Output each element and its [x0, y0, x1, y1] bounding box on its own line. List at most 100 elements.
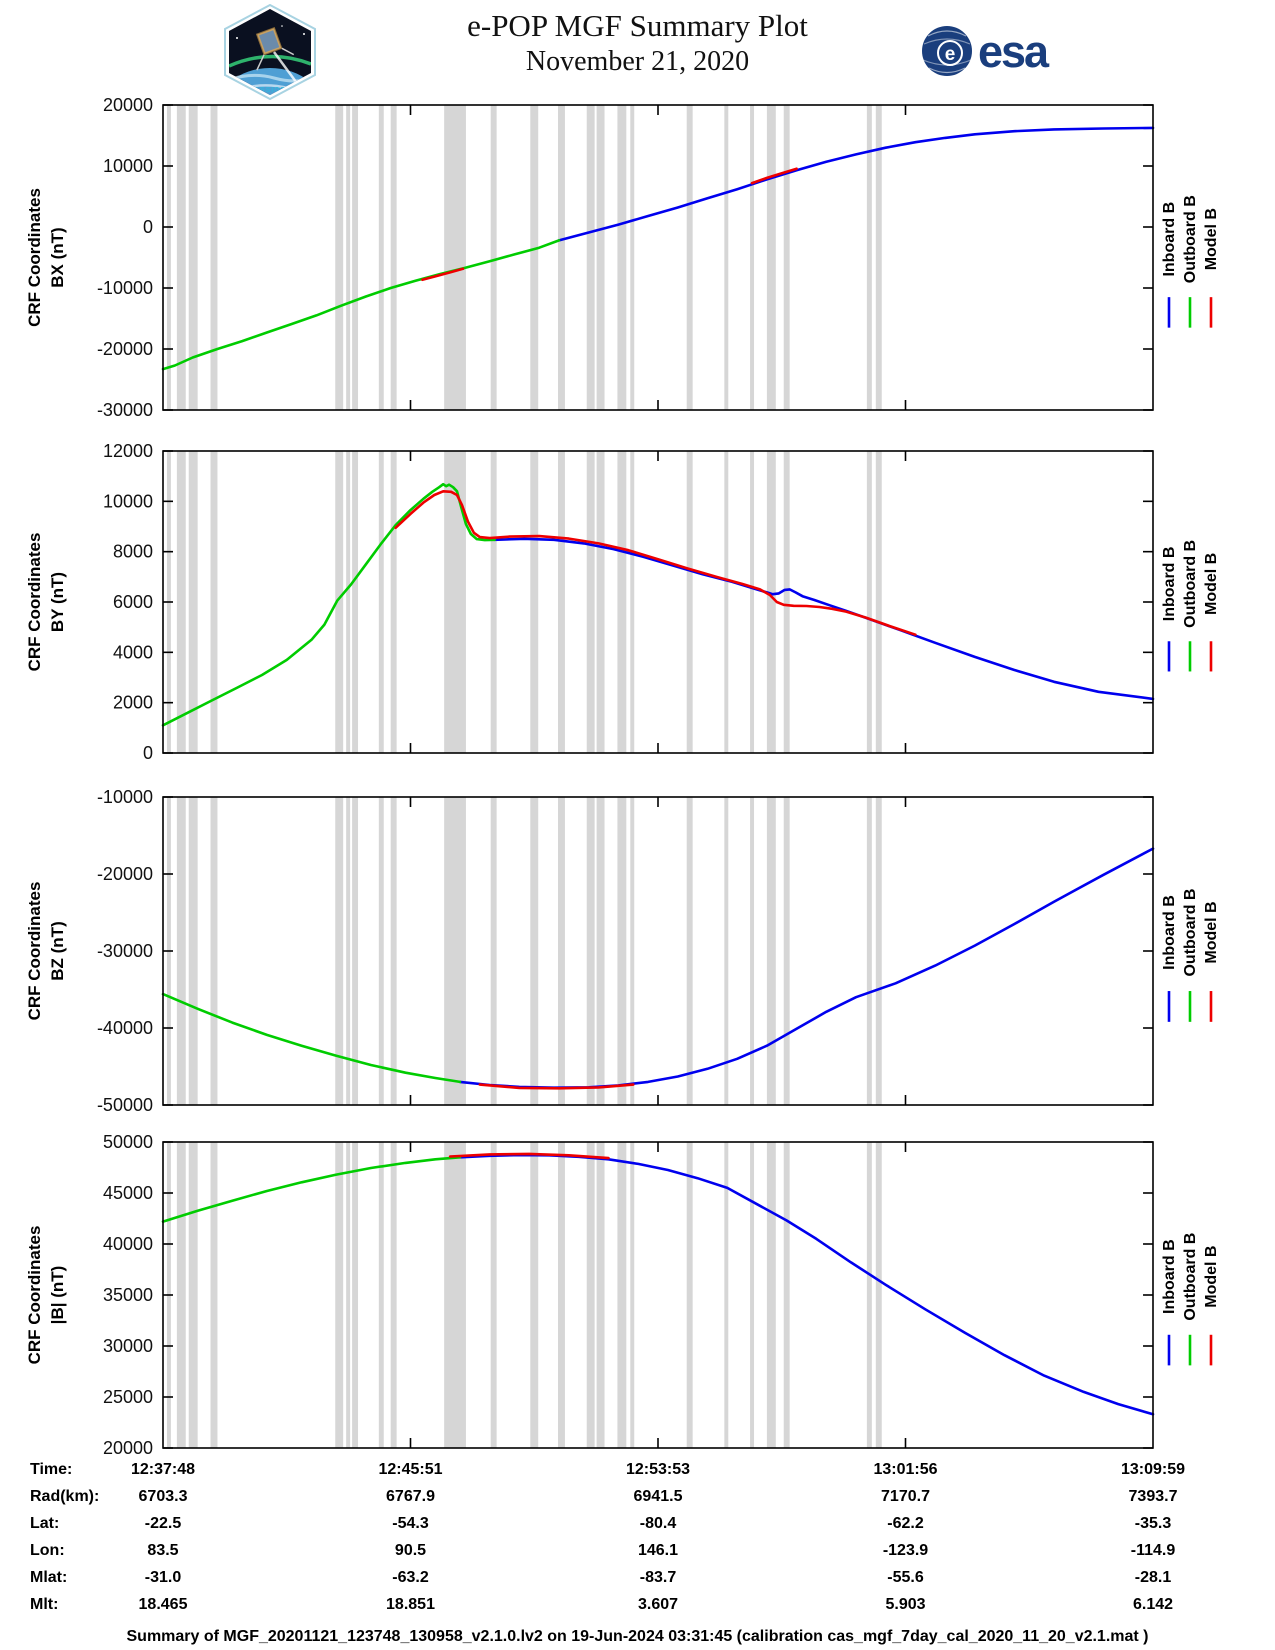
- y-tick-label: 8000: [113, 542, 153, 562]
- series-outboard-line: [161, 482, 497, 727]
- data-gap-band: [444, 797, 466, 1105]
- panel-bmag: 50000 45000 40000 35000 30000 25000 20000 CRF C…: [25, 1132, 1220, 1458]
- data-gap-band: [530, 451, 539, 753]
- y-tick-label: -30000: [97, 400, 153, 420]
- data-gap-band: [390, 1142, 397, 1448]
- legend-label-outboard: Outboard B: [1182, 889, 1199, 977]
- data-gap-band: [586, 451, 595, 753]
- data-gap-band: [335, 451, 344, 753]
- panel-bx: 20000 10000 0 -10000 -20000 -30000 CRF Coordin…: [25, 95, 1220, 420]
- y-tick-label: 45000: [103, 1183, 153, 1203]
- data-gap-band: [750, 105, 755, 410]
- data-gap-band: [617, 105, 627, 410]
- data-gap-band: [586, 797, 595, 1105]
- patch-mission-name: CASSIOPE: [248, 87, 292, 94]
- data-gap-band: [335, 105, 344, 410]
- ephemeris-row-label: Mlt:: [30, 1596, 59, 1613]
- data-gap-band: [352, 797, 359, 1105]
- data-gap-band: [596, 797, 605, 1105]
- ephemeris-cell: 7170.7: [881, 1488, 930, 1505]
- data-gap-band: [166, 105, 171, 410]
- y-tick-label: 4000: [113, 642, 153, 662]
- panel-frame: [162, 1141, 1154, 1449]
- ephemeris-row-label: Lon:: [30, 1542, 65, 1559]
- y-tick-label: 0: [143, 217, 153, 237]
- data-gap-band: [617, 797, 627, 1105]
- data-gap-band: [783, 1142, 790, 1448]
- data-gap-band: [444, 451, 466, 753]
- ephemeris-cell: -62.2: [887, 1515, 924, 1532]
- y-tick-label: -50000: [97, 1095, 153, 1115]
- summary-plot-canvas: 20000 10000 0 -10000 -20000 -30000 CRF Coordin…: [25, 95, 1220, 1458]
- data-gap-band: [352, 1142, 359, 1448]
- y-tick-label: 10000: [103, 156, 153, 176]
- data-gap-band: [378, 105, 384, 410]
- data-gap-band: [783, 451, 790, 753]
- y-tick-label: 20000: [103, 95, 153, 115]
- y-axis-label-line1: CRF Coordinates: [25, 882, 44, 1021]
- data-gap-band: [750, 797, 755, 1105]
- data-gap-band: [558, 797, 565, 1105]
- data-gap-band: [686, 105, 693, 410]
- y-tick-label: -10000: [97, 787, 153, 807]
- y-tick-label: 20000: [103, 1438, 153, 1458]
- ephemeris-row-label: Lat:: [30, 1515, 60, 1532]
- series-inboard-line: [493, 537, 1155, 701]
- ephemeris-cell: 12:37:48: [130, 1461, 196, 1478]
- data-gap-band: [176, 451, 186, 753]
- data-gap-band: [596, 1142, 605, 1448]
- y-tick-label: 35000: [103, 1285, 153, 1305]
- data-gap-band: [558, 105, 565, 410]
- data-gap-band: [866, 1142, 872, 1448]
- ephemeris-cell: 5.903: [885, 1596, 926, 1613]
- y-tick-label: -20000: [97, 864, 153, 884]
- data-gap-band: [176, 1142, 186, 1448]
- data-gap-band: [378, 451, 384, 753]
- data-gap-band: [630, 1142, 635, 1448]
- data-gap-band: [558, 451, 565, 753]
- y-tick-label: 0: [143, 743, 153, 763]
- data-gap-band: [335, 797, 344, 1105]
- data-gap-band: [210, 451, 218, 753]
- data-gap-band: [596, 451, 605, 753]
- data-gap-band: [176, 797, 186, 1105]
- data-gap-band: [352, 451, 359, 753]
- ephemeris-cell: -114.9: [1130, 1542, 1176, 1559]
- ephemeris-cell: 18.465: [138, 1596, 188, 1613]
- data-gap-band: [378, 797, 384, 1105]
- data-gap-band: [378, 1142, 384, 1448]
- legend-label-outboard: Outboard B: [1182, 195, 1199, 283]
- data-gap-band: [630, 797, 635, 1105]
- legend-label-outboard: Outboard B: [1182, 1233, 1199, 1321]
- data-gap-band: [210, 105, 218, 410]
- data-gap-band: [346, 451, 351, 753]
- ephemeris-cell: 6.142: [1132, 1596, 1174, 1613]
- legend-label-inboard: Inboard B: [1161, 202, 1178, 277]
- series-model-line: [394, 489, 917, 637]
- data-gap-band: [352, 105, 359, 410]
- y-tick-label: 10000: [103, 491, 153, 511]
- legend-label-model: Model B: [1203, 1246, 1220, 1308]
- data-gap-band: [210, 1142, 218, 1448]
- patch-aurora: [229, 54, 311, 68]
- ephemeris-cell: -63.2: [392, 1569, 429, 1586]
- data-gap-band: [346, 105, 351, 410]
- ephemeris-row-label: Time:: [30, 1461, 73, 1478]
- data-gap-band: [866, 451, 872, 753]
- esa-logo: e esa: [922, 26, 1052, 77]
- ephemeris-cell: 12:45:51: [378, 1461, 443, 1478]
- data-gap-band: [188, 451, 198, 753]
- data-gap-band: [490, 797, 497, 1105]
- data-gap-band: [686, 797, 693, 1105]
- y-tick-label: 30000: [103, 1336, 153, 1356]
- ephemeris-cell: 90.5: [394, 1542, 427, 1559]
- legend-label-outboard: Outboard B: [1182, 540, 1199, 628]
- panel-bz: -10000 -20000 -30000 -40000 -50000 CRF Coordi…: [25, 787, 1220, 1115]
- ephemeris-row-label: Rad(km):: [30, 1488, 100, 1505]
- series-model-line: [750, 167, 798, 185]
- data-gap-band: [766, 797, 776, 1105]
- data-gap-band: [630, 451, 635, 753]
- series-outboard-line: [161, 239, 561, 371]
- data-gap-band: [617, 1142, 627, 1448]
- data-gap-band: [596, 105, 605, 410]
